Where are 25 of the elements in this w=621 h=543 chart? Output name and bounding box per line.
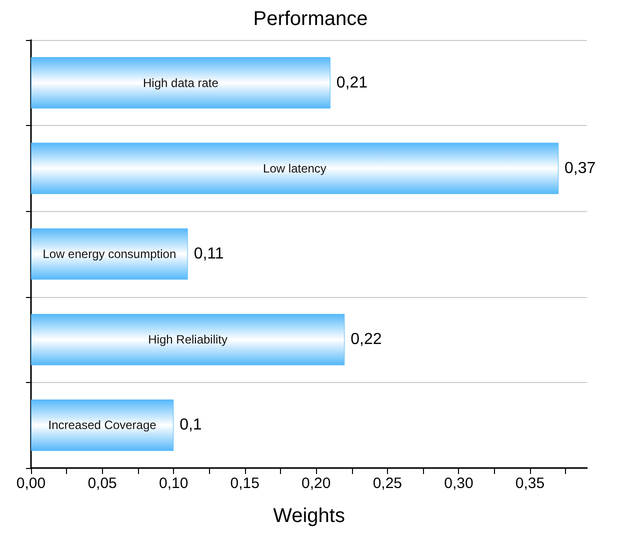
x-tick-label: 0,35 (515, 475, 545, 492)
data-label: 0,11 (194, 246, 224, 262)
bar (31, 57, 330, 108)
data-label: 0,37 (564, 160, 596, 177)
x-tick-label: 0,20 (302, 475, 331, 492)
chart-title: Performance (253, 8, 368, 30)
x-tick-label: 0,10 (158, 475, 188, 492)
bar (31, 142, 558, 194)
x-tick-label: 0,00 (16, 475, 46, 492)
x-tick-label: 0,25 (372, 475, 402, 492)
y-tick-label: Low latency (263, 161, 326, 176)
x-axis-title: Weights (273, 505, 345, 527)
data-label: 0,22 (350, 331, 382, 348)
bar (31, 314, 345, 366)
x-tick-label: 0,30 (444, 475, 474, 492)
y-tick-label: High Reliability (148, 332, 228, 347)
y-tick-label: Low energy consumption (42, 247, 176, 261)
y-tick-label: Increased Coverage (48, 418, 157, 432)
data-label: 0,21 (336, 74, 368, 92)
x-tick-label: 0,15 (230, 475, 260, 492)
bar (31, 400, 174, 451)
bar (31, 228, 188, 280)
x-tick-label: 0,05 (88, 475, 117, 492)
data-label: 0,1 (180, 416, 202, 434)
y-tick-label: High data rate (142, 76, 219, 90)
